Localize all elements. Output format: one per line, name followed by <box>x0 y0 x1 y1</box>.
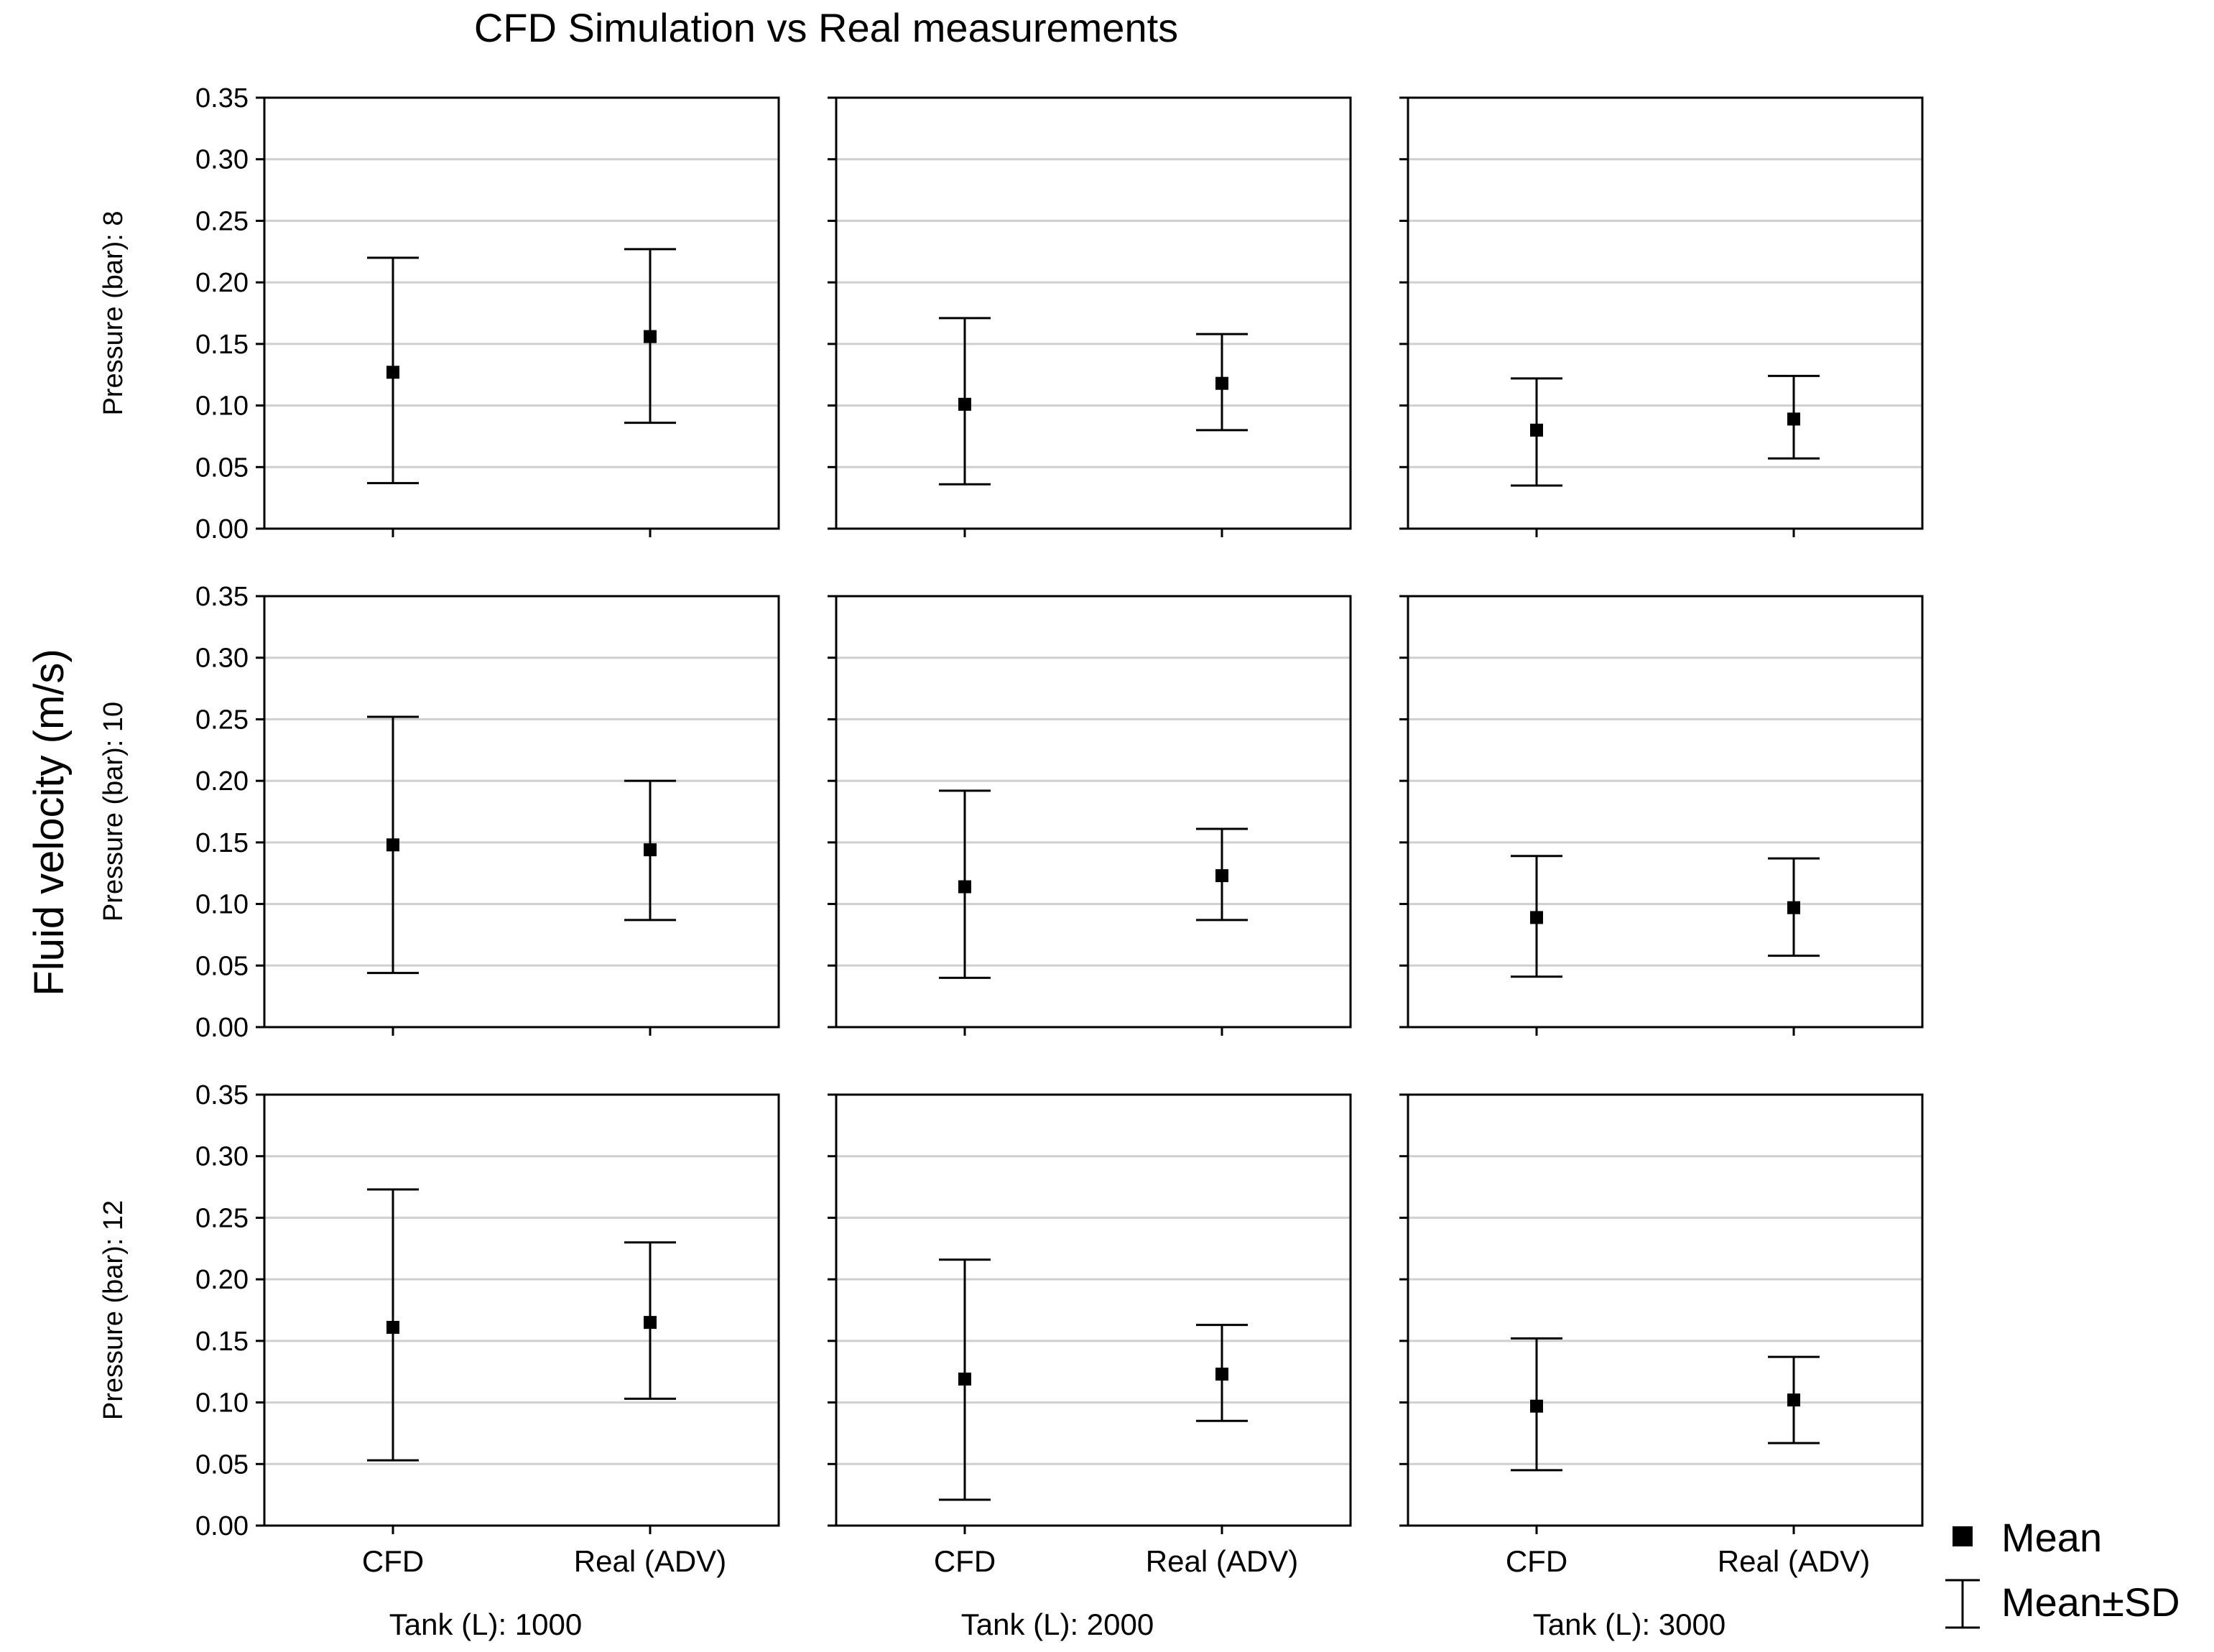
mean-point <box>1530 1399 1543 1413</box>
mean-point <box>1530 423 1543 437</box>
y-tick-label: 0.20 <box>195 766 249 797</box>
mean-point <box>1787 412 1800 426</box>
mean-point <box>386 366 399 379</box>
mean-point <box>386 838 399 852</box>
y-tick-label: 0.10 <box>195 391 249 422</box>
y-tick-label: 0.05 <box>195 453 249 483</box>
panel-frame <box>835 1093 1352 1527</box>
y-tick-label: 0.30 <box>195 1142 249 1172</box>
mean-point <box>958 397 971 411</box>
panel-frame <box>1407 595 1924 1029</box>
y-tick-label: 0.35 <box>195 582 249 612</box>
x-tick-label: CFD <box>362 1544 424 1578</box>
mean-point <box>958 1373 971 1386</box>
legend-mean-marker <box>1953 1526 1973 1546</box>
y-tick-label: 0.10 <box>195 1388 249 1419</box>
y-tick-label: 0.15 <box>195 828 249 858</box>
y-tick-label: 0.00 <box>195 1013 249 1043</box>
panel <box>828 96 1352 537</box>
legend-mean-label: Mean <box>2001 1515 2102 1560</box>
y-tick-label: 0.35 <box>195 83 249 113</box>
y-tick-label: 0.10 <box>195 890 249 920</box>
mean-point <box>1215 376 1228 390</box>
x-tick-label: Real (ADV) <box>574 1544 726 1578</box>
chart-title: CFD Simulation vs Real measurements <box>474 5 1178 50</box>
panel-frame <box>1407 96 1924 530</box>
panel-grid: Pressure (bar): 8 Pressure (bar): 10 Press… <box>98 83 1924 1641</box>
x-tick-label: Real (ADV) <box>1146 1544 1298 1578</box>
tank-label: Tank (L): 2000 <box>961 1607 1154 1641</box>
mean-point <box>1787 1393 1800 1407</box>
panel <box>828 1093 1352 1534</box>
mean-point <box>1530 911 1543 924</box>
y-tick-label: 0.25 <box>195 705 249 735</box>
y-tick-label: 0.00 <box>195 514 249 544</box>
mean-point <box>644 330 657 343</box>
mean-point <box>1215 869 1228 883</box>
y-tick-label: 0.15 <box>195 1327 249 1357</box>
x-tick-label: CFD <box>1506 1544 1567 1578</box>
x-tick-label: Real (ADV) <box>1718 1544 1870 1578</box>
y-tick-label: 0.25 <box>195 206 249 236</box>
panel-frame <box>263 595 780 1029</box>
panel <box>1399 1093 1924 1534</box>
y-tick-label: 0.30 <box>195 145 249 175</box>
y-axis-label: Fluid velocity (m/s) <box>26 649 73 996</box>
legend-sd-label: Mean±SD <box>2001 1579 2180 1625</box>
panel-frame <box>263 96 780 530</box>
mean-point <box>644 1316 657 1330</box>
panel <box>1399 595 1924 1036</box>
row-label: Pressure (bar): 12 <box>98 1200 129 1420</box>
y-tick-label: 0.15 <box>195 330 249 360</box>
y-tick-label: 0.30 <box>195 644 249 674</box>
y-tick-label: 0.05 <box>195 1449 249 1480</box>
panel <box>256 595 780 1036</box>
panel <box>256 1093 780 1534</box>
panel <box>256 96 780 537</box>
legend: Mean Mean±SD <box>1945 1515 2180 1629</box>
panel-frame <box>1407 1093 1924 1527</box>
y-tick-label: 0.20 <box>195 1265 249 1295</box>
y-tick-label: 0.00 <box>195 1511 249 1541</box>
y-tick-label: 0.20 <box>195 268 249 298</box>
tank-label: Tank (L): 1000 <box>389 1607 583 1641</box>
panel <box>1399 96 1924 537</box>
x-tick-label: CFD <box>934 1544 996 1578</box>
y-tick-label: 0.25 <box>195 1203 249 1233</box>
mean-point <box>1787 901 1800 914</box>
y-tick-label: 0.35 <box>195 1080 249 1110</box>
panel-frame <box>835 595 1352 1029</box>
tank-label: Tank (L): 3000 <box>1533 1607 1726 1641</box>
panel-frame <box>835 96 1352 530</box>
panel-frame <box>263 1093 780 1527</box>
y-tick-label: 0.05 <box>195 951 249 981</box>
mean-point <box>1215 1368 1228 1381</box>
row-label: Pressure (bar): 10 <box>98 702 129 922</box>
row-label: Pressure (bar): 8 <box>98 210 129 415</box>
panel <box>828 595 1352 1036</box>
mean-point <box>958 880 971 894</box>
legend-sd-marker <box>1945 1579 1980 1629</box>
mean-point <box>386 1321 399 1334</box>
mean-point <box>644 843 657 857</box>
